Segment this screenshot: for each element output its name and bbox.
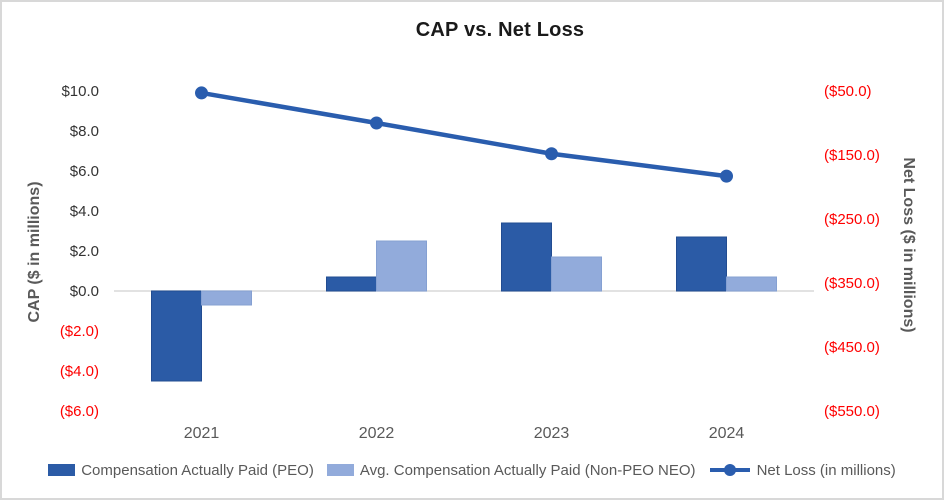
legend-line-marker-icon (709, 464, 750, 476)
bar-neo-2023 (551, 256, 602, 292)
bar-neo-2024 (726, 276, 777, 292)
right-axis-title: Net Loss ($ in millions) (900, 157, 917, 333)
right-axis-tick-label: ($550.0) (824, 403, 880, 420)
left-axis-tick-label: ($4.0) (60, 363, 99, 380)
bar-neo-2021 (201, 290, 252, 306)
net-loss-marker-2024 (720, 169, 733, 183)
left-axis-tick-label: $4.0 (70, 203, 99, 220)
left-axis-tick-label: $2.0 (70, 243, 99, 260)
x-axis-label: 2023 (534, 425, 570, 442)
left-axis-tick-label: $0.0 (70, 283, 99, 300)
right-axis-tick-label: ($150.0) (824, 147, 880, 164)
right-axis-tick-label: ($250.0) (824, 211, 880, 228)
chart-title: CAP vs. Net Loss (415, 19, 585, 41)
bar-peo-2024 (676, 236, 727, 292)
legend-label: Compensation Actually Paid (PEO) (81, 461, 314, 479)
bar-neo-2022 (376, 240, 427, 292)
left-axis-tick-label: ($2.0) (60, 323, 99, 340)
legend-item: Compensation Actually Paid (PEO) (48, 462, 314, 479)
net-loss-line (199, 90, 729, 179)
x-axis-label: 2022 (359, 425, 395, 442)
net-loss-marker-2022 (370, 116, 383, 130)
left-axis-tick-label: ($6.0) (60, 403, 99, 420)
net-loss-marker-2021 (195, 86, 208, 100)
right-axis-tick-label: ($450.0) (824, 339, 880, 356)
x-axis-label: 2021 (184, 425, 220, 442)
right-axis-tick-label: ($50.0) (824, 83, 872, 100)
legend-item: Net Loss (in millions) (709, 462, 896, 479)
right-axis-tick-label: ($350.0) (824, 275, 880, 292)
left-axis-tick-label: $10.0 (61, 83, 99, 100)
legend-swatch-icon (326, 464, 354, 476)
left-axis-tick-label: $8.0 (70, 123, 99, 140)
legend-label: Avg. Compensation Actually Paid (Non-PEO… (359, 461, 696, 479)
left-axis-title: CAP ($ in millions) (26, 181, 43, 323)
x-axis-label: 2024 (709, 425, 745, 442)
bar-peo-2023 (501, 222, 552, 292)
legend-label: Net Loss (in millions) (756, 461, 896, 479)
left-axis-tick-label: $6.0 (70, 163, 99, 180)
bar-peo-2021 (151, 290, 202, 382)
legend: Compensation Actually Paid (PEO) Avg. Com… (2, 459, 942, 481)
legend-swatch-icon (48, 464, 76, 476)
bar-peo-2022 (326, 276, 377, 292)
legend-item: Avg. Compensation Actually Paid (Non-PEO… (326, 461, 696, 479)
net-loss-marker-2023 (545, 147, 558, 161)
